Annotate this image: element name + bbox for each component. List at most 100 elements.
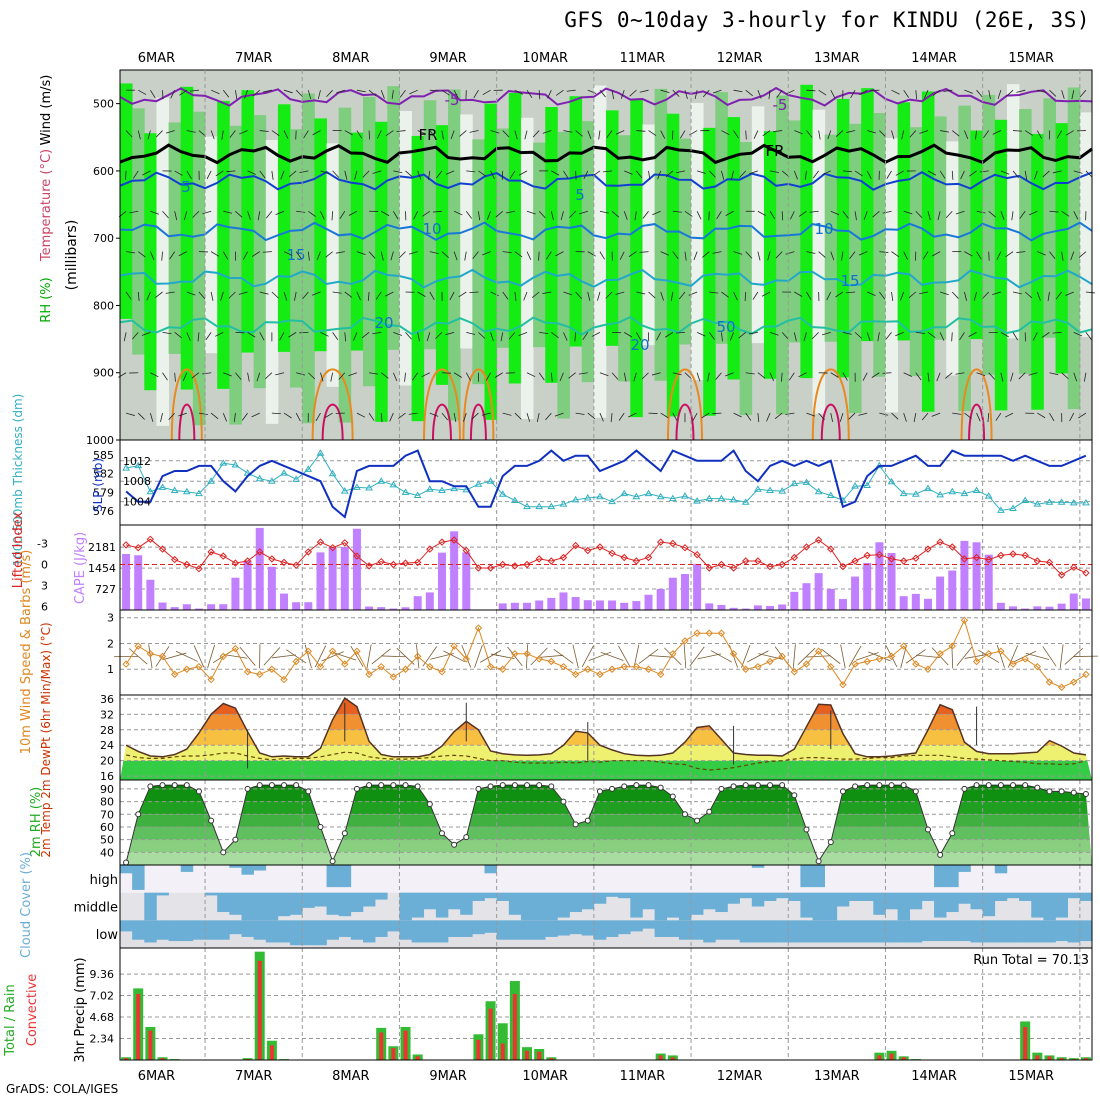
rh-tick-label: 60 <box>100 821 114 834</box>
wind-barb <box>435 332 443 339</box>
wind-barb <box>598 130 601 140</box>
cloud-cell <box>1006 892 1020 899</box>
li-point <box>1070 563 1078 572</box>
cloud-cell <box>156 920 169 940</box>
wind-barb <box>995 412 1002 421</box>
li-point <box>486 564 495 572</box>
wind-barb <box>320 372 324 382</box>
cloud-cell <box>946 920 959 942</box>
wind-speed-point <box>207 675 215 684</box>
wind-barb <box>210 291 214 301</box>
thickness-point <box>134 461 143 469</box>
cloud-row-bg <box>120 865 1092 893</box>
thickness-point <box>1009 504 1017 512</box>
wind-barb <box>251 251 260 257</box>
thickness-point <box>705 494 714 502</box>
wind-barb <box>1042 170 1050 178</box>
li-point <box>365 562 373 570</box>
wind-barb <box>289 170 297 178</box>
wind-barb <box>951 291 959 299</box>
cloud-cell <box>788 892 801 901</box>
rh-column <box>751 106 765 344</box>
wind-barb <box>126 251 136 254</box>
surface-wind-barb <box>855 652 879 661</box>
cloud-cell <box>460 892 473 915</box>
wind-barb <box>566 89 576 92</box>
thickness-point <box>620 489 629 497</box>
wind-barb <box>951 332 953 342</box>
wind-barb <box>545 412 552 421</box>
thickness-point <box>656 492 665 500</box>
wind-barb <box>393 211 399 220</box>
run-total-label: Run Total = 70.13 <box>973 953 1089 968</box>
surface-wind-barb <box>1042 646 1057 667</box>
wind-barb <box>721 291 729 298</box>
li-point <box>681 543 689 552</box>
cape-bar <box>243 560 252 610</box>
thickness-point <box>510 496 519 503</box>
wind-barb <box>174 332 183 339</box>
wind-barb <box>997 90 1002 99</box>
li-point <box>219 552 227 560</box>
wind-barb <box>283 291 288 301</box>
wind-barb <box>839 412 844 422</box>
cape-bar <box>401 607 410 610</box>
wind-barb <box>716 211 722 220</box>
wind-barb <box>976 251 982 260</box>
wind-barb <box>886 170 892 179</box>
wind-barb <box>450 130 455 140</box>
wind-barb <box>138 89 147 95</box>
wind-barb <box>684 251 687 261</box>
day-label-bottom: 13MAR <box>814 1069 860 1084</box>
cloud-cell <box>1079 892 1093 901</box>
wind-barb <box>408 251 418 255</box>
wind-barb <box>913 413 917 423</box>
wind-barb <box>453 372 462 378</box>
wind-barb <box>610 413 613 423</box>
wind-barb <box>788 372 795 381</box>
rh-tick-label: 90 <box>100 783 114 796</box>
wind-barb <box>478 170 487 177</box>
cloud-cell <box>302 892 315 908</box>
wind-barb <box>628 251 637 258</box>
rh-column <box>946 141 959 376</box>
rh-column <box>909 127 923 377</box>
wind-barb <box>183 211 188 221</box>
wind-barb <box>1061 90 1065 99</box>
li-point <box>887 555 896 563</box>
wind-barb <box>320 170 330 175</box>
wind-barb <box>308 372 316 380</box>
rh-point <box>499 782 506 789</box>
thickness-point <box>158 483 167 490</box>
li-point <box>535 555 543 563</box>
precip-convective-bar <box>379 1032 384 1060</box>
wind-barb <box>731 170 734 180</box>
cloud-cell <box>934 865 947 888</box>
wind-barb <box>526 210 536 215</box>
wind-barb <box>192 210 200 218</box>
wind-barb <box>1012 332 1019 341</box>
cloud-cell <box>958 892 971 904</box>
thickness-point <box>523 502 531 510</box>
rh-band <box>120 814 1092 827</box>
li-point <box>523 560 531 569</box>
wind-speed-point <box>924 665 932 673</box>
cloud-cell <box>642 920 655 929</box>
surface-wind-barb <box>848 645 862 667</box>
wind-barb <box>465 372 471 381</box>
thickness-point <box>814 487 823 495</box>
wind-barb <box>353 332 358 341</box>
wind-barb <box>482 89 491 96</box>
wind-barb <box>1024 291 1033 299</box>
rh-band <box>120 801 1092 815</box>
wind-barb <box>441 412 449 421</box>
li-point <box>256 548 264 556</box>
rh-column <box>812 109 826 414</box>
wind-barb <box>147 130 151 140</box>
wind-barb <box>449 291 455 301</box>
li-point <box>875 550 884 559</box>
rh-point <box>1034 784 1041 791</box>
cloud-cell <box>144 892 157 921</box>
rh-column <box>1031 133 1044 410</box>
